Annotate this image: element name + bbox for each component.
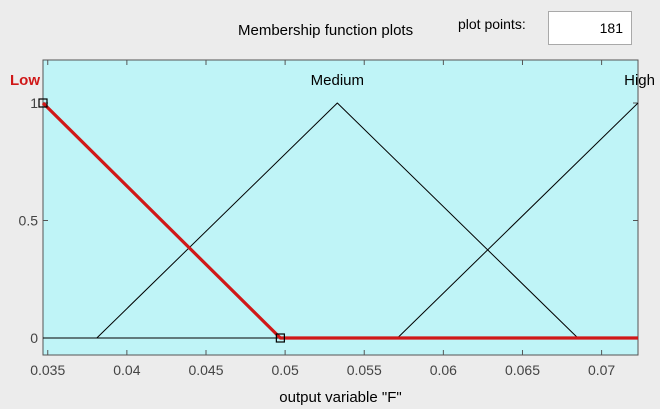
x-tick-label: 0.05 (271, 362, 298, 378)
x-axis-label: output variable "F" (279, 389, 401, 406)
mf-label-high: High (624, 72, 655, 89)
vertex-handle (38, 98, 48, 108)
x-tick-label: 0.035 (30, 362, 65, 378)
mf-label-low: Low (10, 72, 40, 89)
mf-line-low (41, 101, 638, 340)
x-tick-label: 0.04 (113, 362, 140, 378)
plot-points-input[interactable] (548, 11, 632, 45)
plot-area (42, 59, 639, 356)
x-tick-label: 0.055 (347, 362, 382, 378)
y-tick-label: 0.5 (19, 213, 39, 229)
mf-line-high (397, 102, 639, 339)
mf-line-medium (96, 102, 579, 339)
x-tick-label: 0.07 (588, 362, 615, 378)
vertex-handle (275, 333, 285, 343)
mf-label-medium: Medium (311, 72, 364, 89)
y-tick-label: 1 (30, 95, 38, 111)
x-tick-label: 0.045 (188, 362, 223, 378)
y-tick-label: 0 (30, 330, 38, 346)
plot-title: Membership function plots (238, 22, 414, 39)
x-tick-label: 0.065 (505, 362, 540, 378)
x-tick-label: 0.06 (430, 362, 457, 378)
plot-points-label: plot points: (458, 16, 526, 32)
